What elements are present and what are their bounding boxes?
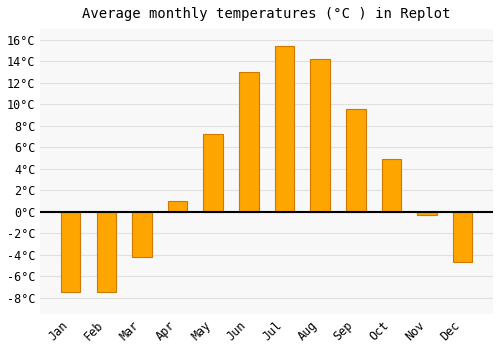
- Bar: [346, 108, 366, 212]
- Bar: [453, 212, 472, 262]
- Bar: [61, 212, 80, 292]
- Bar: [382, 159, 401, 212]
- Bar: [274, 46, 294, 212]
- Bar: [310, 59, 330, 212]
- Bar: [168, 201, 188, 212]
- Bar: [417, 212, 437, 215]
- Bar: [239, 72, 258, 212]
- Bar: [204, 134, 223, 212]
- Bar: [132, 212, 152, 257]
- Bar: [96, 212, 116, 292]
- Title: Average monthly temperatures (°C ) in Replot: Average monthly temperatures (°C ) in Re…: [82, 7, 451, 21]
